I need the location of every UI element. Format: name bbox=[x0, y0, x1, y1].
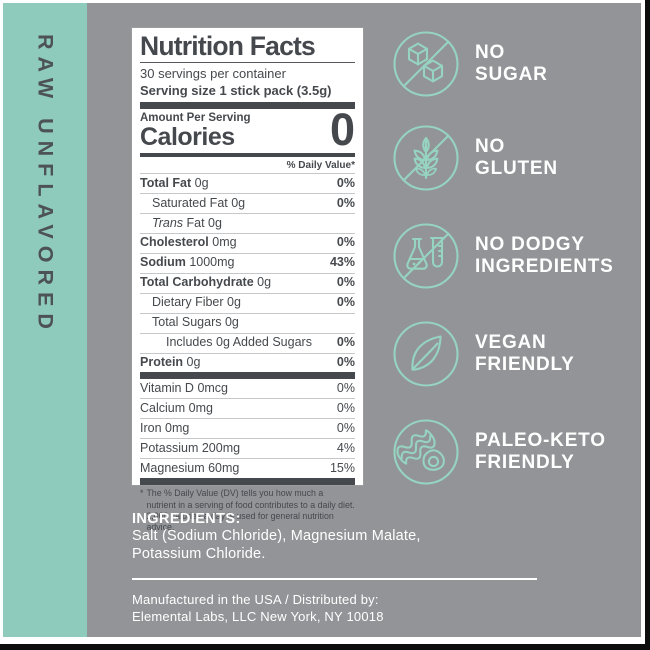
no-gluten-icon bbox=[392, 124, 460, 192]
nutrient-row: Cholesterol 0mg 0% bbox=[140, 234, 355, 254]
nutrient-daily-value: 0% bbox=[336, 275, 355, 290]
footnote-text: The % Daily Value (DV) tells you how muc… bbox=[146, 488, 355, 533]
manufactured-line: Manufactured in the USA / Distributed by… bbox=[132, 592, 379, 608]
nutrient-daily-value: 43% bbox=[329, 255, 355, 270]
nutrient-daily-value: 0% bbox=[336, 235, 355, 250]
nutrient-row: Includes 0g Added Sugars 0% bbox=[140, 334, 355, 354]
nutrient-name: Includes 0g Added Sugars bbox=[166, 335, 312, 350]
servings-per-container: 30 servings per container bbox=[140, 66, 286, 82]
nutrition-facts-title: Nutrition Facts bbox=[140, 32, 355, 64]
calories-label: Calories bbox=[140, 123, 235, 152]
amount-per-serving-label: Amount Per Serving bbox=[140, 112, 251, 125]
claim-label: NO DODGY INGREDIENTS bbox=[475, 233, 614, 277]
ingredients-line: Salt (Sodium Chloride), Magnesium Malate… bbox=[132, 528, 421, 544]
nutrient-row: Dietary Fiber 0g 0% bbox=[140, 294, 355, 314]
nutrient-name: Protein 0g bbox=[140, 355, 201, 370]
package-right-edge bbox=[645, 0, 650, 650]
nutrient-row: Saturated Fat 0g 0% bbox=[140, 194, 355, 214]
nutrient-name: Total Fat 0g bbox=[140, 175, 209, 190]
ingredients-line: Potassium Chloride. bbox=[132, 545, 266, 562]
nutrient-daily-value: 0% bbox=[336, 420, 355, 435]
nutrient-name: Trans Fat 0g bbox=[152, 215, 222, 230]
thick-rule bbox=[140, 372, 355, 380]
claim-label: NO GLUTEN bbox=[475, 135, 558, 179]
flavor-name: RAW UNFLAVORED bbox=[33, 34, 58, 336]
nutrient-row: Magnesium 60mg 15% bbox=[140, 459, 355, 478]
nutrient-row: Protein 0g 0% bbox=[140, 354, 355, 373]
claim-item: VEGAN FRIENDLY bbox=[392, 320, 575, 388]
nutrient-name: Potassium 200mg bbox=[140, 440, 241, 455]
nutrient-row: Total Fat 0g 0% bbox=[140, 174, 355, 195]
claim-item: PALEO-KETO FRIENDLY bbox=[392, 418, 606, 486]
nutrient-rows: Total Fat 0g 0% Saturated Fat 0g 0% Trans Fa… bbox=[140, 174, 355, 372]
claim-item: NO SUGAR bbox=[392, 30, 548, 98]
nutrient-row: Potassium 200mg 4% bbox=[140, 439, 355, 460]
no-dodgy-ingredients-icon bbox=[392, 222, 460, 290]
nutrient-daily-value: 0% bbox=[336, 381, 355, 396]
nutrient-name: Iron 0mg bbox=[140, 420, 190, 435]
nutrient-name: Cholesterol 0mg bbox=[140, 235, 237, 250]
nutrient-daily-value: 0% bbox=[336, 195, 355, 210]
nutrient-name: Magnesium 60mg bbox=[140, 460, 240, 475]
nutrient-daily-value: 0% bbox=[336, 175, 355, 190]
nutrient-row: Total Sugars 0g bbox=[140, 314, 355, 334]
thick-rule bbox=[140, 102, 355, 110]
paleo-keto-friendly-icon bbox=[392, 418, 460, 486]
flavor-sidebar: RAW UNFLAVORED bbox=[3, 3, 87, 637]
daily-value-footnote: * The % Daily Value (DV) tells you how m… bbox=[140, 485, 355, 534]
micronutrient-rows: Vitamin D 0mcg 0% Calcium 0mg 0% Iron 0mg 0% P… bbox=[140, 379, 355, 478]
footnote-marker: * bbox=[140, 488, 144, 499]
nutrient-name: Vitamin D 0mcg bbox=[140, 381, 229, 396]
nutrient-name: Total Carbohydrate 0g bbox=[140, 275, 272, 290]
nutrient-name: Calcium 0mg bbox=[140, 400, 213, 415]
nutrient-row: Iron 0mg 0% bbox=[140, 419, 355, 440]
footer: INGREDIENTS: Salt (Sodium Chloride), Mag… bbox=[132, 511, 537, 626]
claim-item: NO GLUTEN bbox=[392, 124, 558, 192]
medium-rule bbox=[140, 153, 355, 158]
footer-divider bbox=[132, 578, 537, 581]
vegan-friendly-icon bbox=[392, 320, 460, 388]
serving-size: Serving size 1 stick pack (3.5g) bbox=[140, 83, 332, 99]
nutrient-name: Sodium 1000mg bbox=[140, 255, 235, 270]
nutrient-daily-value: 0% bbox=[336, 355, 355, 370]
nutrient-daily-value: 0% bbox=[336, 295, 355, 310]
nutrient-daily-value: 15% bbox=[329, 460, 355, 475]
nutrient-row: Calcium 0mg 0% bbox=[140, 399, 355, 420]
nutrient-row: Vitamin D 0mcg 0% bbox=[140, 379, 355, 400]
distributor-line: Elemental Labs, LLC New York, NY 10018 bbox=[132, 609, 384, 625]
nutrient-daily-value: 4% bbox=[336, 440, 355, 455]
main-panel: Nutrition Facts 30 servings per containe… bbox=[87, 3, 641, 637]
thick-rule bbox=[140, 478, 355, 486]
nutrient-name: Saturated Fat 0g bbox=[152, 195, 246, 210]
ingredients-heading: INGREDIENTS: bbox=[132, 511, 241, 527]
claim-label: NO SUGAR bbox=[475, 41, 548, 85]
nutrient-row: Total Carbohydrate 0g 0% bbox=[140, 274, 355, 294]
nutrient-daily-value: 0% bbox=[336, 400, 355, 415]
daily-value-header: % Daily Value* bbox=[140, 157, 355, 175]
calories-value: 0 bbox=[329, 104, 355, 156]
claim-label: PALEO-KETO FRIENDLY bbox=[475, 429, 606, 473]
calories-section: Amount Per Serving Calories 0 bbox=[140, 104, 355, 156]
claim-item: NO DODGY INGREDIENTS bbox=[392, 222, 614, 290]
nutrient-row: Trans Fat 0g bbox=[140, 214, 355, 234]
nutrient-name: Dietary Fiber 0g bbox=[152, 295, 241, 310]
no-sugar-icon bbox=[392, 30, 460, 98]
claim-label: VEGAN FRIENDLY bbox=[475, 331, 575, 375]
nutrient-name: Total Sugars 0g bbox=[152, 315, 239, 330]
nutrient-daily-value: 0% bbox=[336, 335, 355, 350]
package-bottom-edge bbox=[0, 644, 650, 650]
nutrition-facts-panel: Nutrition Facts 30 servings per containe… bbox=[131, 27, 364, 532]
package-front: RAW UNFLAVORED Nutrition Facts 30 servin… bbox=[3, 3, 641, 637]
nutrient-row: Sodium 1000mg 43% bbox=[140, 254, 355, 274]
